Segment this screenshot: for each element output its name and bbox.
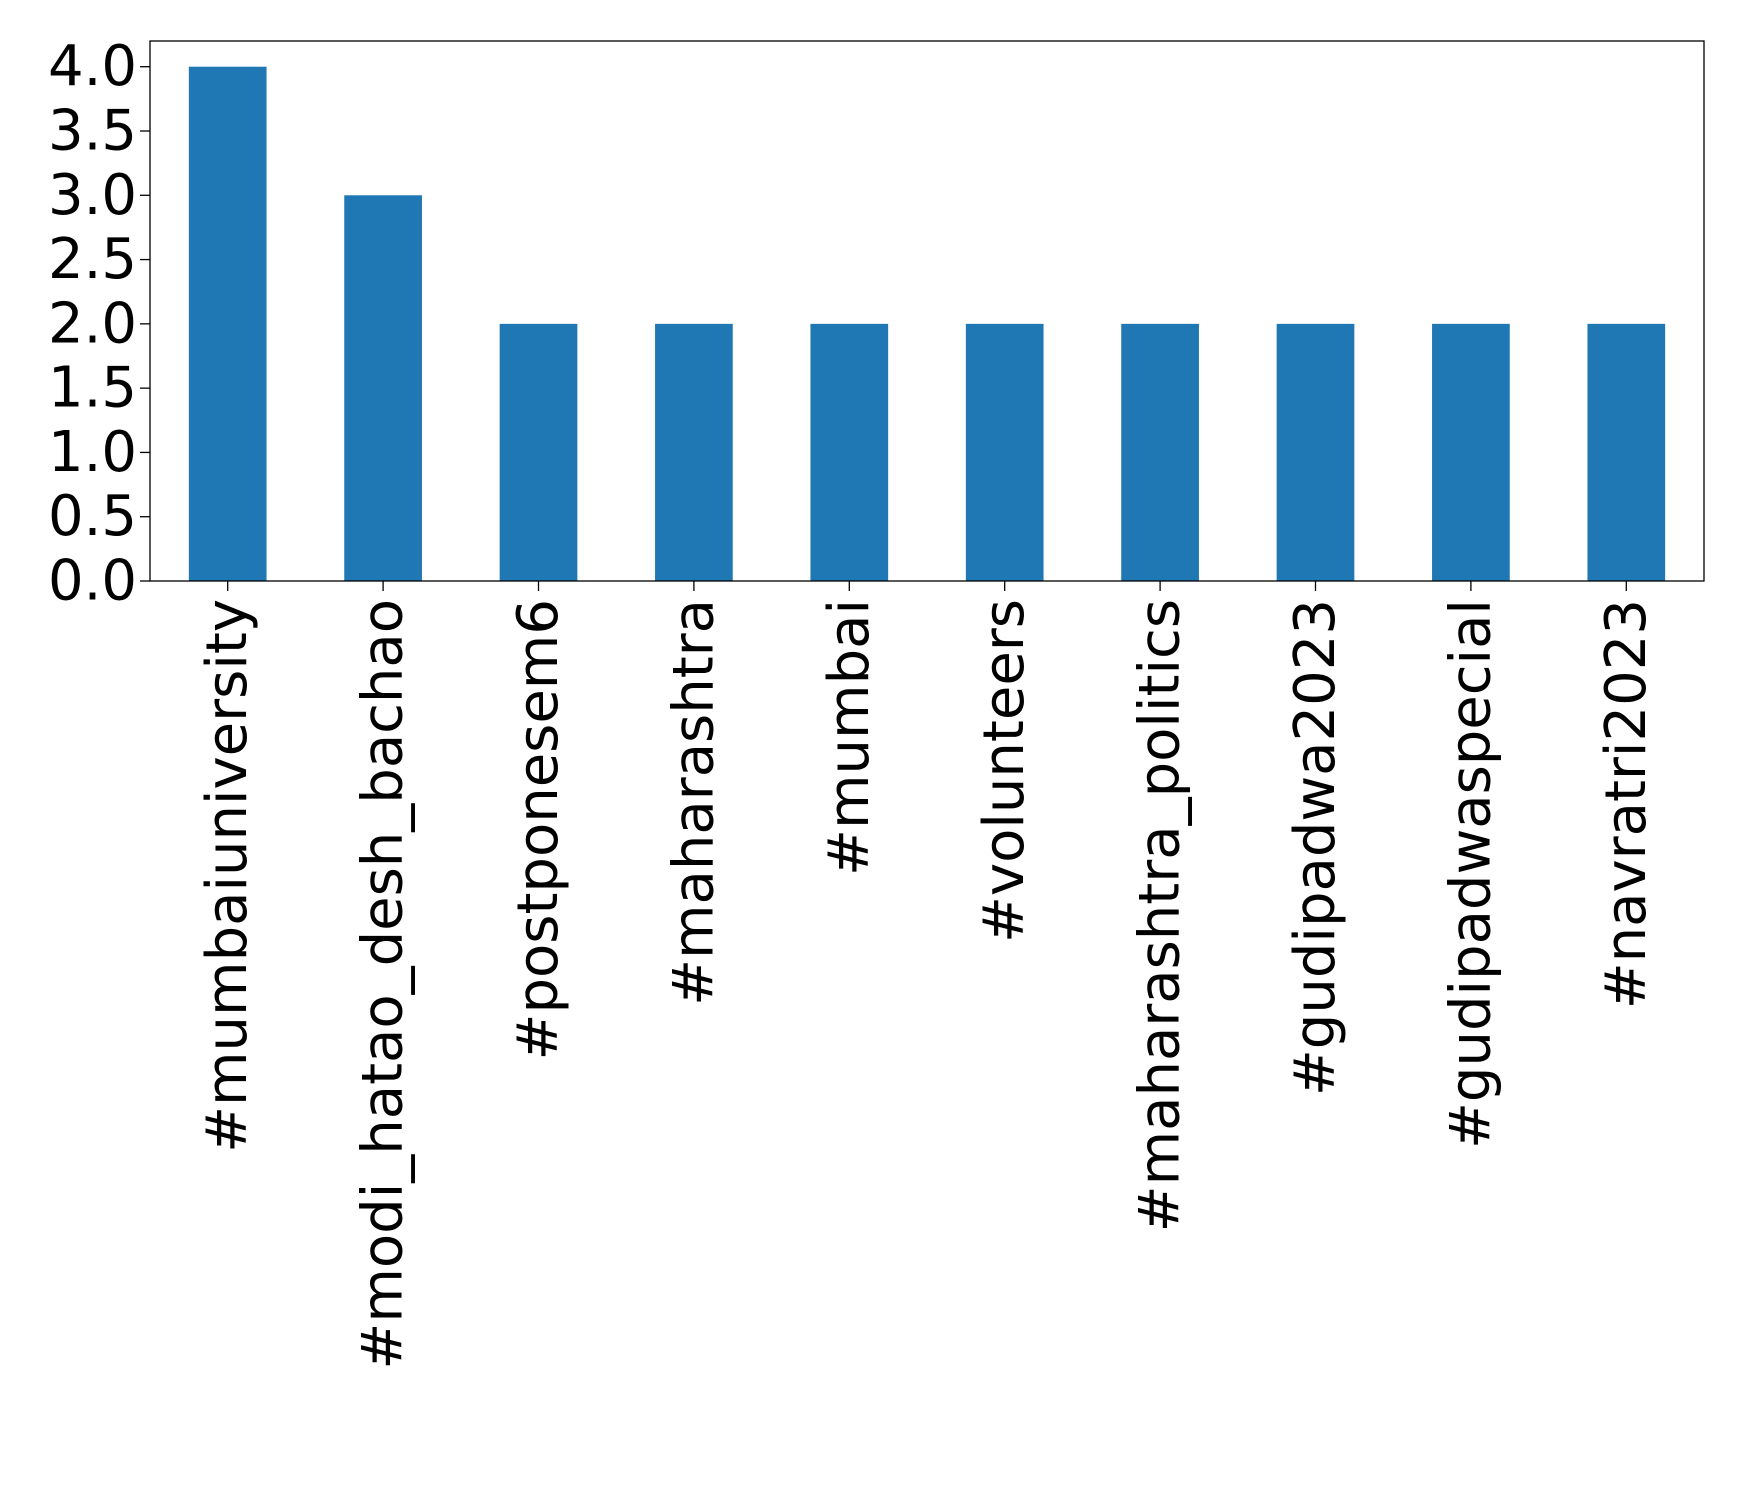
x-tick-label: #mumbaiuniversity xyxy=(195,599,260,1153)
x-tick-label: #gudipadwa2023 xyxy=(1283,599,1348,1096)
x-tick-label: #maharashtra xyxy=(661,599,726,1006)
bar-6 xyxy=(1121,323,1199,581)
bar-0 xyxy=(188,66,267,581)
bar-3 xyxy=(655,323,733,581)
bar-9 xyxy=(1587,323,1666,581)
y-tick-label: 3.5 xyxy=(48,99,137,164)
bar-4 xyxy=(810,323,889,581)
bar-7 xyxy=(1276,323,1355,581)
y-tick-label: 4.0 xyxy=(48,34,137,99)
bars xyxy=(188,66,1666,582)
x-tick-label: #volunteers xyxy=(972,599,1037,943)
y-tick-label: 0.5 xyxy=(48,484,137,549)
y-tick-label: 2.0 xyxy=(48,291,137,356)
x-tick-label: #mumbai xyxy=(817,599,882,876)
y-tick-label: 1.0 xyxy=(48,420,137,485)
y-tick-label: 3.0 xyxy=(48,163,137,228)
x-tick-label: #navratri2023 xyxy=(1594,599,1659,1009)
x-tick-label: #modi_hatao_desh_bachao xyxy=(351,599,416,1370)
x-tick-label: #maharashtra_politics xyxy=(1128,599,1193,1232)
y-tick-label: 0.0 xyxy=(48,549,137,614)
y-tick-label: 1.5 xyxy=(48,356,137,421)
y-axis: 0.00.51.01.52.02.53.03.54.0 xyxy=(48,34,150,614)
y-tick-label: 2.5 xyxy=(48,227,137,292)
plot-frame xyxy=(149,40,1705,582)
bar-2 xyxy=(499,323,578,581)
bar-1 xyxy=(344,195,422,582)
bar-8 xyxy=(1432,323,1510,581)
bar-5 xyxy=(965,323,1044,581)
x-tick-label: #gudipadwaspecial xyxy=(1438,599,1503,1149)
x-axis: #mumbaiuniversity #modi_hatao_desh_bachao… xyxy=(195,581,1659,1370)
x-tick-label: #postponesem6 xyxy=(506,599,571,1060)
